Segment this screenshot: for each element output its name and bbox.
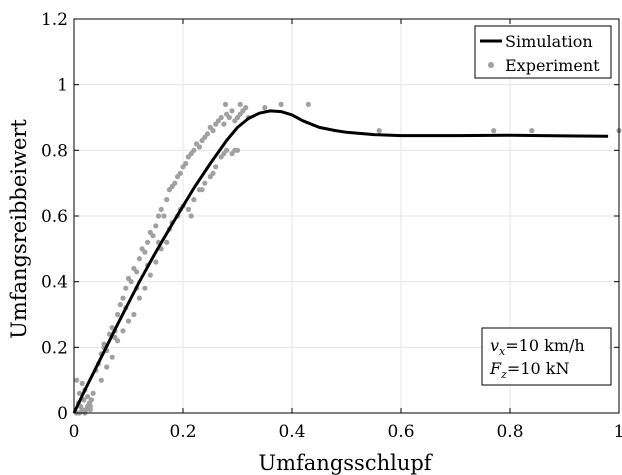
- experiment-point: [164, 239, 170, 245]
- experiment-point: [229, 108, 235, 114]
- experiment-point: [142, 285, 148, 291]
- experiment-point: [183, 160, 189, 167]
- experiment-point: [204, 131, 211, 137]
- experiment-point: [222, 101, 229, 107]
- annotation-force: Fz=10 kN: [489, 359, 569, 381]
- experiment-point: [81, 397, 87, 403]
- annotation-box: [481, 327, 612, 386]
- legend-simulation-label: Simulation: [505, 32, 593, 51]
- y-tick-label: 1: [57, 76, 68, 96]
- experiment-point: [134, 269, 140, 275]
- experiment-point: [185, 206, 191, 212]
- experiment-point: [237, 101, 243, 107]
- experiment-point: [147, 272, 153, 278]
- experiment-point: [177, 170, 183, 176]
- experiment-point: [120, 328, 126, 334]
- experiment-point: [153, 223, 159, 229]
- experiment-point: [76, 390, 83, 396]
- axis-ticks: 0 0.2 0.4 0.6 0.8 1 0 0.2 0.4 0.6 0.8 1 1.2: [41, 10, 622, 442]
- experiment-point: [90, 390, 96, 396]
- experiment-point: [210, 128, 216, 134]
- experiment-point: [262, 105, 268, 111]
- simulation-line-layer: [72, 109, 609, 414]
- experiment-point: [136, 256, 142, 262]
- x-tick-label: 0.6: [387, 422, 414, 442]
- y-tick-label: 0.2: [41, 338, 68, 358]
- experiment-point: [150, 233, 156, 239]
- experiment-point: [87, 407, 93, 413]
- condition-annotation: vx=10 km/h Fz=10 kN: [481, 327, 612, 386]
- legend-box: [474, 25, 612, 79]
- experiment-point: [376, 128, 382, 134]
- experiment-point: [221, 151, 227, 157]
- experiment-point: [155, 213, 162, 219]
- experiment-point: [491, 128, 497, 134]
- x-axis-label: Umfangsschlupf: [258, 451, 433, 475]
- experiment-point: [115, 311, 121, 318]
- experiment-point: [123, 285, 129, 291]
- experiment-point: [142, 249, 148, 255]
- experiment-point: [164, 197, 170, 203]
- experiment-point: [196, 144, 202, 150]
- experiment-point: [243, 105, 249, 111]
- experiment-point: [278, 101, 284, 107]
- experiment-point: [85, 394, 91, 400]
- experiment-point: [117, 302, 123, 308]
- experiment-point: [109, 354, 115, 360]
- x-tick-label: 0.2: [169, 422, 196, 442]
- legend-experiment-swatch: [488, 62, 494, 68]
- experiment-point: [226, 114, 232, 121]
- experiment-point: [120, 295, 126, 301]
- experiment-point: [199, 187, 205, 193]
- experiment-point: [191, 147, 197, 153]
- experiment-point: [79, 380, 85, 386]
- experiment-point: [202, 180, 208, 186]
- experiment-point: [115, 338, 121, 344]
- experiment-point: [172, 180, 178, 186]
- experiment-point: [128, 279, 134, 285]
- x-tick-label: 0.8: [496, 422, 523, 442]
- y-tick-label: 0.8: [41, 141, 68, 161]
- experiment-point: [88, 397, 94, 403]
- annotation-velocity: vx=10 km/h: [490, 336, 585, 358]
- experiment-point: [210, 170, 216, 176]
- experiment-point: [161, 213, 167, 219]
- y-tick-label: 0: [57, 404, 68, 424]
- y-tick-label: 0.6: [41, 207, 68, 227]
- experiment-point: [529, 128, 535, 134]
- legend-experiment-label: Experiment: [505, 56, 600, 75]
- experiment-scatter-points: [74, 101, 622, 416]
- x-tick-label: 0.4: [278, 422, 305, 442]
- experiment-point: [221, 121, 227, 127]
- experiment-point: [136, 295, 142, 301]
- experiment-point: [218, 114, 224, 121]
- experiment-point: [125, 318, 132, 324]
- y-tick-label: 0.4: [41, 273, 68, 293]
- experiment-point: [74, 377, 80, 383]
- experiment-point: [98, 377, 104, 383]
- experiment-point: [188, 213, 194, 219]
- experiment-point: [145, 239, 151, 245]
- experiment-point: [213, 164, 219, 170]
- experiment-point: [104, 364, 110, 370]
- experiment-point: [305, 101, 311, 107]
- x-tick-label: 1: [614, 422, 622, 442]
- experiment-point: [153, 259, 159, 265]
- x-tick-label: 0: [69, 422, 80, 442]
- legend: Simulation Experiment: [474, 25, 612, 79]
- experiment-point: [191, 197, 197, 203]
- simulation-line: [72, 109, 609, 414]
- experiment-point: [131, 311, 137, 318]
- y-axis-label: Umfangsreibbeiwert: [7, 119, 31, 339]
- y-tick-label: 1.2: [41, 10, 68, 30]
- experiment-point: [158, 206, 164, 212]
- experiment-point: [232, 147, 238, 153]
